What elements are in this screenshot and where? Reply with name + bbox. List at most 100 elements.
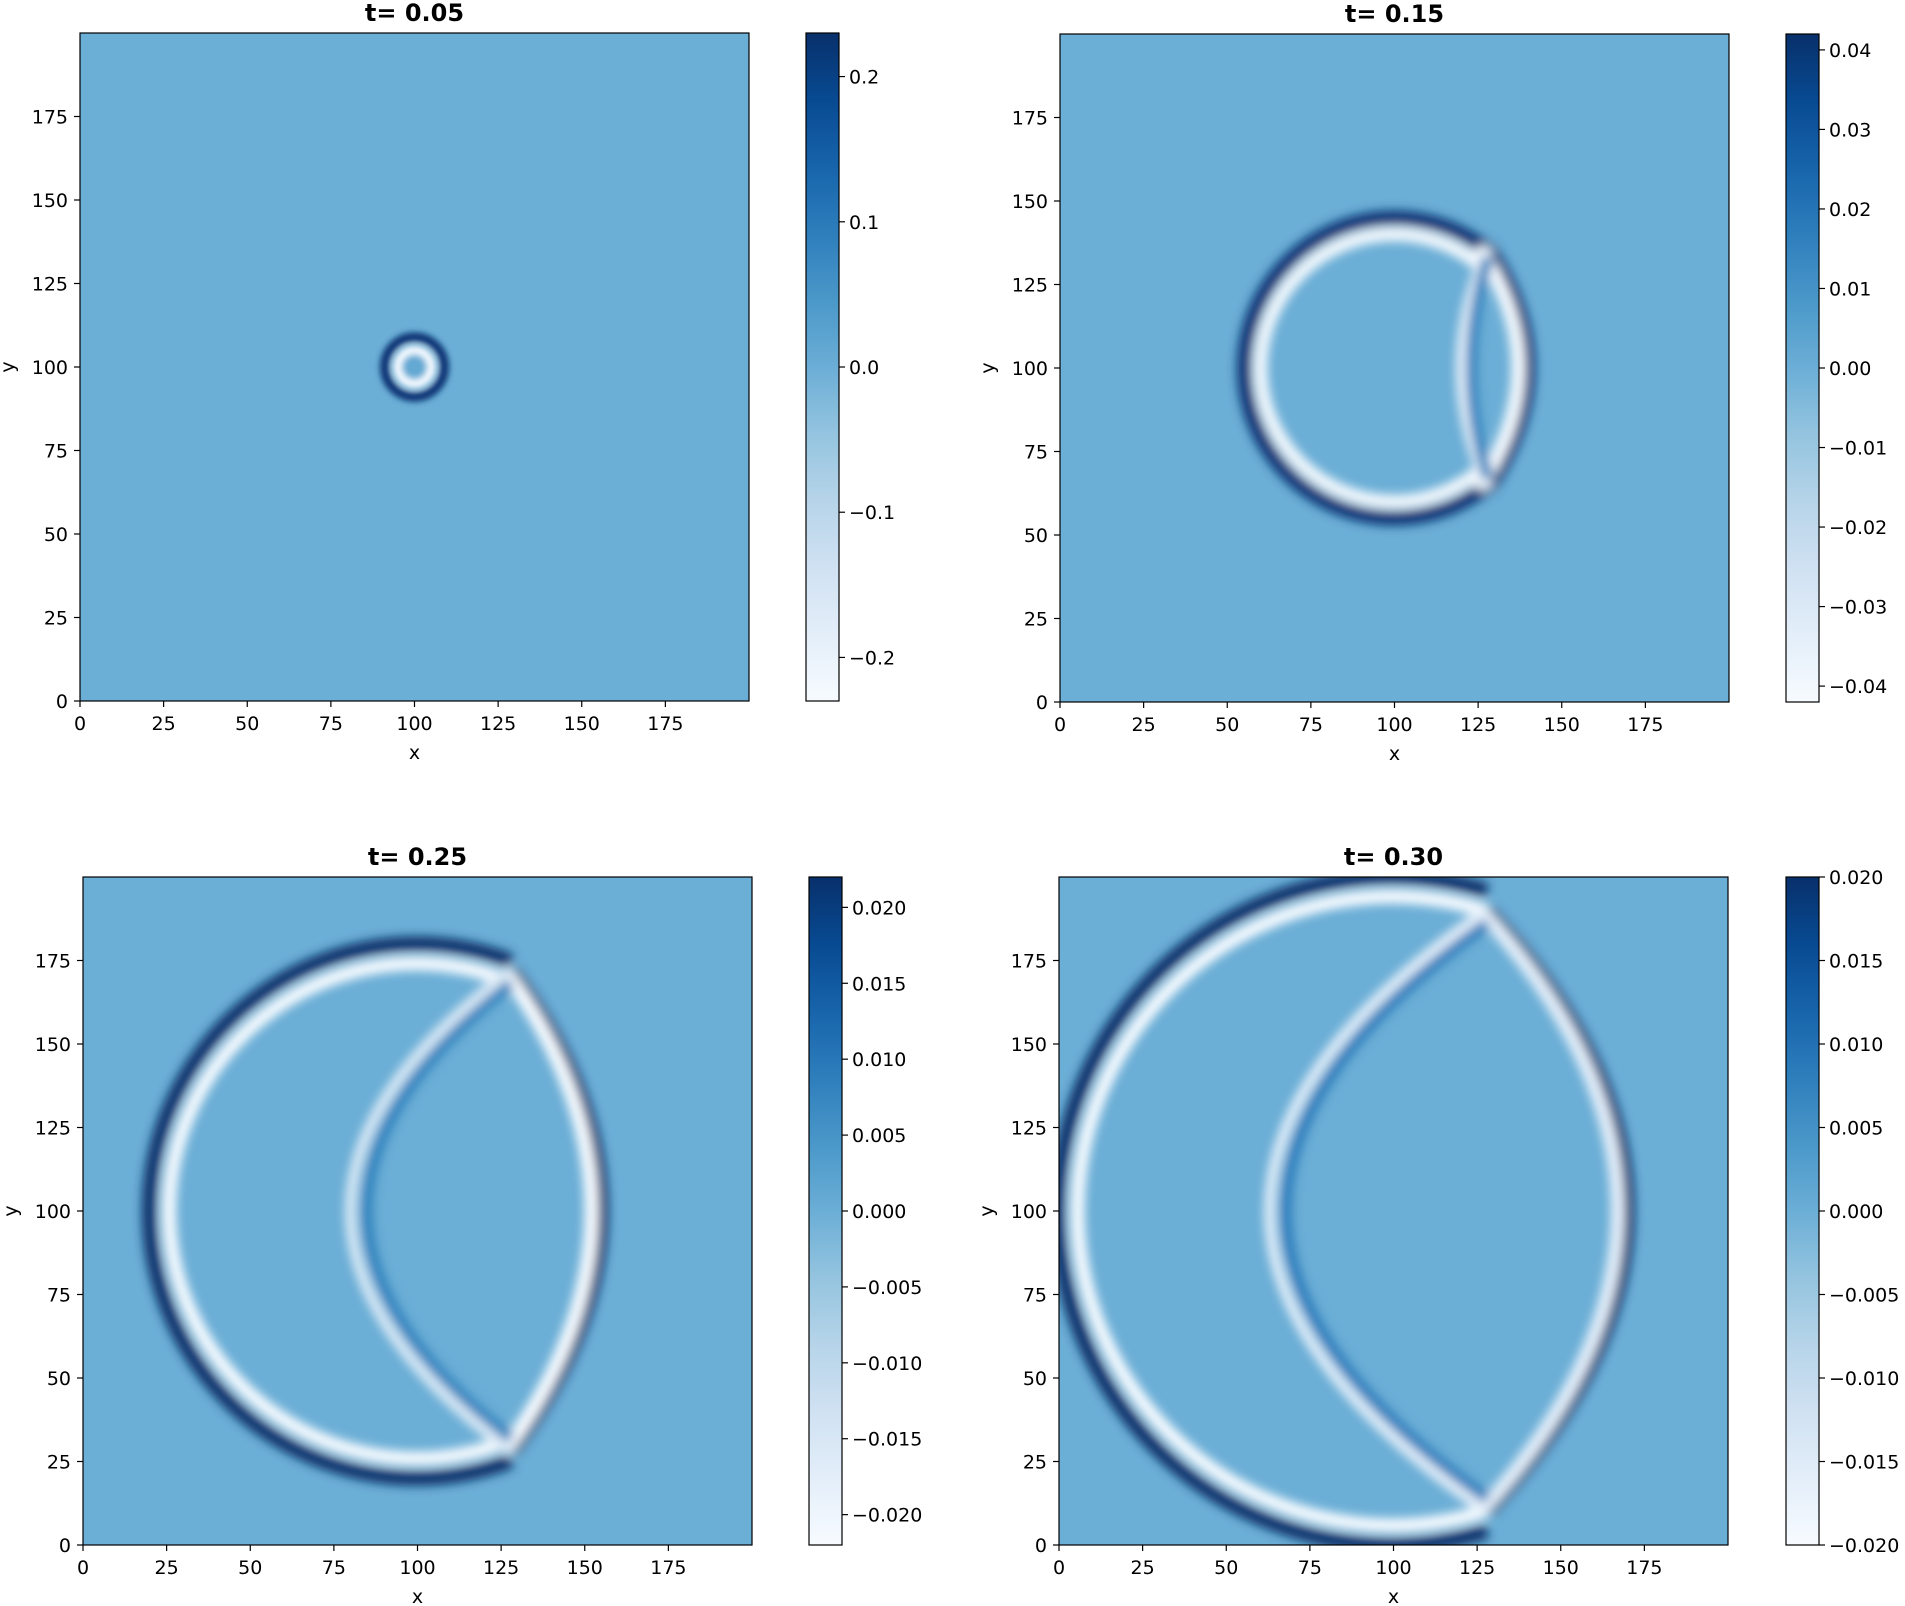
wavefront-front — [505, 966, 609, 1456]
y-tick-label: 125 — [1012, 275, 1048, 297]
x-tick-label: 175 — [1627, 714, 1663, 736]
y-axis-label: y — [0, 1205, 22, 1216]
panel-2: 0 25 50 75 100 125 150 175 0 25 50 75 100 125 150 175 x y… — [977, 0, 1887, 765]
wavefront-arc — [1253, 227, 1494, 509]
heatmap-field — [379, 332, 450, 402]
y-tick-label: 100 — [35, 1201, 71, 1223]
x-axis-label: x — [1388, 1586, 1399, 1606]
colorbar-tick-label: 0.005 — [1829, 1118, 1883, 1140]
x-tick-label: 150 — [1544, 714, 1580, 736]
y-axis-label: y — [976, 1205, 998, 1216]
colorbar-tick-label: 0.000 — [1829, 1201, 1883, 1223]
x-axis-label: x — [1389, 743, 1400, 765]
heatmap-background — [83, 877, 752, 1545]
colorbar-tick-label: 0.1 — [849, 212, 879, 234]
x-tick-label: 75 — [319, 713, 343, 735]
colorbar-tick-label: −0.01 — [1829, 438, 1887, 460]
colorbar-tick-label: 0.02 — [1829, 199, 1871, 221]
y-tick-label: 100 — [1012, 358, 1048, 380]
wavefront-front — [498, 966, 599, 1456]
y-tick-label: 75 — [44, 441, 68, 463]
colorbar-tick-label: −0.2 — [849, 647, 895, 669]
wavefront-inner-arc — [1455, 245, 1494, 491]
wavefront-arc — [1059, 877, 1490, 1545]
colorbar — [808, 876, 843, 1546]
wavefront-arc — [1070, 889, 1490, 1533]
colorbar-tick-label: 0.2 — [849, 67, 879, 89]
y-tick-label: 50 — [47, 1368, 71, 1390]
y-tick-label: 175 — [1012, 108, 1048, 130]
x-tick-label: 100 — [1376, 714, 1412, 736]
x-tick-label: 0 — [1053, 1557, 1065, 1579]
x-tick-label: 25 — [1131, 1557, 1155, 1579]
x-tick-label: 125 — [1460, 714, 1496, 736]
colorbar-tick-label: 0.005 — [852, 1125, 906, 1147]
x-tick-label: 50 — [235, 713, 259, 735]
x-axis-label: x — [412, 1586, 423, 1606]
wavefront-inner-arc — [1264, 905, 1491, 1517]
colorbar — [1785, 33, 1820, 703]
y-tick-label: 50 — [1024, 525, 1048, 547]
x-tick-label: 100 — [399, 1557, 435, 1579]
heatmap-field — [141, 936, 609, 1486]
y-tick-label: 100 — [32, 357, 68, 379]
panel-title: t= 0.15 — [1345, 0, 1444, 28]
y-tick-label: 125 — [35, 1118, 71, 1140]
y-tick-label: 0 — [1035, 1535, 1047, 1557]
x-tick-label: 100 — [1375, 1557, 1411, 1579]
y-tick-label: 0 — [59, 1535, 71, 1557]
x-tick-label: 50 — [1214, 1557, 1238, 1579]
wavefront-inner-arc — [345, 966, 515, 1456]
y-tick-label: 125 — [1011, 1118, 1047, 1140]
y-tick-label: 150 — [35, 1034, 71, 1056]
y-tick-label: 25 — [47, 1452, 71, 1474]
colorbar-tick-label: −0.020 — [852, 1505, 922, 1527]
x-tick-label: 25 — [155, 1557, 179, 1579]
x-tick-label: 75 — [1299, 714, 1323, 736]
colorbar — [805, 32, 840, 702]
wavefront-inner-arc — [1465, 256, 1494, 480]
x-tick-label: 125 — [480, 713, 516, 735]
colorbar-tick-label: 0.015 — [852, 973, 906, 995]
x-tick-label: 125 — [483, 1557, 519, 1579]
x-tick-label: 50 — [238, 1557, 262, 1579]
colorbar-tick-label: 0.00 — [1829, 358, 1871, 380]
heatmap-field — [1059, 877, 1635, 1545]
heatmap-field — [1236, 210, 1536, 526]
y-tick-label: 25 — [44, 608, 68, 630]
x-tick-label: 175 — [1626, 1557, 1662, 1579]
y-tick-label: 175 — [32, 107, 68, 129]
colorbar-tick-label: 0.020 — [1829, 867, 1883, 889]
y-tick-label: 0 — [1036, 692, 1048, 714]
y-tick-label: 75 — [47, 1285, 71, 1307]
y-tick-label: 0 — [56, 691, 68, 713]
colorbar-tick-label: −0.04 — [1829, 676, 1887, 698]
x-tick-label: 150 — [567, 1557, 603, 1579]
wavefront-ring — [393, 345, 436, 389]
y-tick-label: 150 — [1011, 1034, 1047, 1056]
panel-title: t= 0.05 — [365, 0, 464, 27]
colorbar-tick-label: −0.03 — [1829, 597, 1887, 619]
y-tick-label: 150 — [1012, 191, 1048, 213]
y-tick-label: 150 — [32, 190, 68, 212]
colorbar-tick-label: −0.005 — [852, 1277, 922, 1299]
panel-title: t= 0.30 — [1344, 843, 1443, 871]
y-tick-label: 175 — [1011, 951, 1047, 973]
x-tick-label: 75 — [1298, 1557, 1322, 1579]
wavefront-arc — [1236, 210, 1493, 526]
wavefront-front — [1472, 243, 1526, 493]
x-tick-label: 125 — [1459, 1557, 1495, 1579]
wavefront-inner-arc — [361, 979, 515, 1443]
wavefront-core — [404, 356, 425, 378]
x-tick-label: 175 — [647, 713, 683, 735]
x-tick-label: 50 — [1215, 714, 1239, 736]
colorbar-tick-label: −0.010 — [1829, 1368, 1899, 1390]
wavefront-front — [1475, 905, 1625, 1517]
panel-4: 0 25 50 75 100 125 150 175 0 25 50 75 100 125 150 175 x y… — [976, 843, 1899, 1606]
colorbar-tick-label: 0.015 — [1829, 951, 1883, 973]
colorbar-tick-label: 0.04 — [1829, 40, 1871, 62]
x-tick-label: 25 — [152, 713, 176, 735]
colorbar-tick-label: 0.03 — [1829, 119, 1871, 141]
x-tick-label: 25 — [1132, 714, 1156, 736]
